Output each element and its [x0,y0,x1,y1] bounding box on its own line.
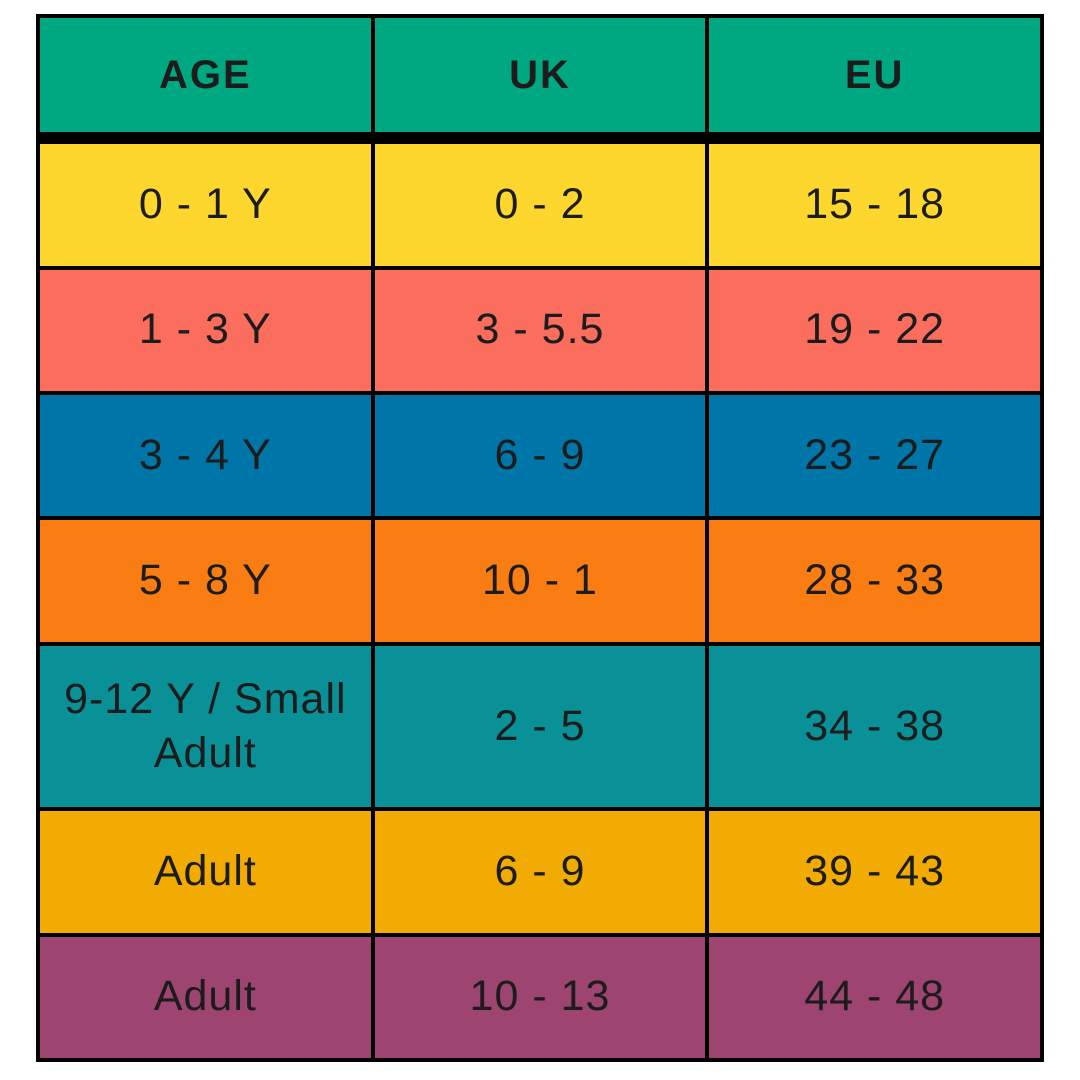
table-row: 5 - 8 Y 10 - 1 28 - 33 [36,516,1044,646]
table-row: 3 - 4 Y 6 - 9 23 - 27 [36,391,1044,521]
cell-eu: 44 - 48 [705,932,1044,1063]
column-header-uk: UK [370,14,710,144]
table-header: AGE UK EU [36,14,1044,144]
cell-uk: 6 - 9 [370,807,710,937]
header-row: AGE UK EU [36,14,1044,144]
column-header-age: AGE [36,14,375,144]
cell-uk: 3 - 5.5 [370,265,710,396]
table-row: 1 - 3 Y 3 - 5.5 19 - 22 [36,265,1044,396]
table-row: 0 - 1 Y 0 - 2 15 - 18 [36,136,1044,270]
cell-eu: 19 - 22 [705,265,1044,396]
cell-age: 0 - 1 Y [36,136,375,270]
cell-age: 9-12 Y / Small Adult [36,641,375,812]
cell-eu: 28 - 33 [705,516,1044,646]
cell-uk: 10 - 1 [370,516,710,646]
column-header-eu: EU [705,14,1044,144]
cell-uk: 10 - 13 [370,932,710,1063]
table-row: 9-12 Y / Small Adult 2 - 5 34 - 38 [36,641,1044,812]
table-body: 0 - 1 Y 0 - 2 15 - 18 1 - 3 Y 3 - 5.5 19… [36,136,1044,1063]
cell-age: 1 - 3 Y [36,265,375,396]
table-row: Adult 10 - 13 44 - 48 [36,932,1044,1063]
cell-eu: 23 - 27 [705,391,1044,521]
cell-eu: 15 - 18 [705,136,1044,270]
cell-uk: 6 - 9 [370,391,710,521]
cell-age: Adult [36,807,375,937]
cell-uk: 0 - 2 [370,136,710,270]
cell-eu: 34 - 38 [705,641,1044,812]
size-chart-table: AGE UK EU 0 - 1 Y 0 - 2 15 - 18 1 - 3 Y … [36,14,1044,1063]
table-row: Adult 6 - 9 39 - 43 [36,807,1044,937]
cell-age: 5 - 8 Y [36,516,375,646]
cell-age: Adult [36,932,375,1063]
cell-uk: 2 - 5 [370,641,710,812]
cell-eu: 39 - 43 [705,807,1044,937]
cell-age: 3 - 4 Y [36,391,375,521]
